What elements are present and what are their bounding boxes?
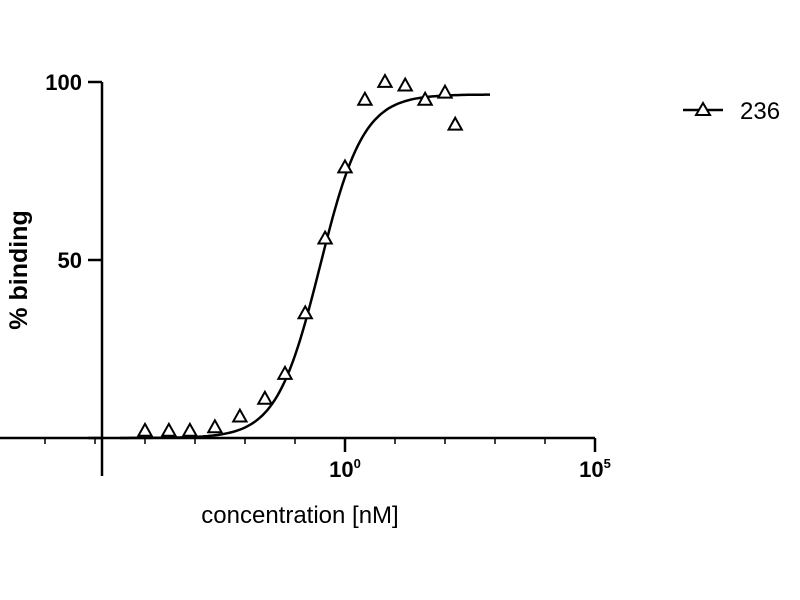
fit-curve bbox=[120, 93, 490, 440]
data-point bbox=[256, 389, 274, 405]
x-tick-label: 100 bbox=[329, 456, 361, 482]
legend-triangle-icon bbox=[694, 101, 712, 116]
data-point bbox=[181, 421, 199, 437]
y-tick-label: 50 bbox=[58, 248, 82, 273]
y-axis-ticks: 50 100 bbox=[45, 70, 102, 440]
x-axis-ticks: 100 105 bbox=[44, 438, 611, 482]
axes bbox=[0, 82, 595, 476]
data-point bbox=[231, 407, 249, 423]
data-points bbox=[136, 72, 464, 437]
x-axis-title: concentration [nM] bbox=[201, 502, 398, 529]
data-point bbox=[296, 304, 314, 320]
data-point bbox=[136, 421, 154, 437]
data-point bbox=[436, 83, 454, 99]
data-point bbox=[416, 90, 434, 106]
data-point bbox=[356, 90, 374, 106]
data-point bbox=[206, 418, 224, 434]
y-axis-title: % binding bbox=[5, 210, 33, 329]
data-point bbox=[446, 115, 464, 131]
data-point bbox=[376, 72, 394, 88]
legend-label: 236 bbox=[740, 98, 780, 125]
data-point bbox=[396, 76, 414, 92]
legend: 236 bbox=[683, 98, 780, 125]
data-point bbox=[160, 421, 178, 437]
x-tick-label: 105 bbox=[579, 456, 611, 482]
data-point bbox=[316, 229, 334, 245]
data-point bbox=[336, 158, 354, 174]
data-point bbox=[276, 364, 294, 380]
y-tick-label: 100 bbox=[45, 70, 82, 95]
